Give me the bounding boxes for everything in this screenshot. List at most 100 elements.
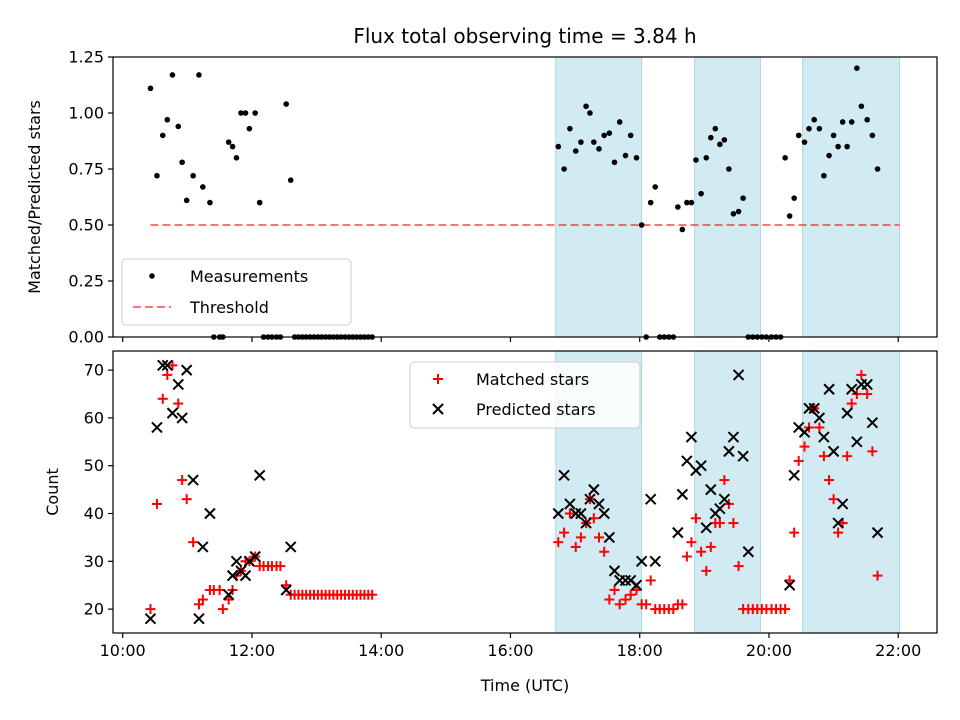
matched-star-point: [641, 599, 652, 610]
measurement-point: [821, 172, 827, 179]
top-legend: Measurements Threshold: [121, 258, 352, 326]
matched-star-point: [197, 594, 208, 605]
matched-star-point: [784, 575, 795, 586]
x-tick-label: 16:00: [487, 641, 533, 660]
measurement-point: [587, 110, 593, 116]
matched-star-point: [681, 551, 692, 562]
matched-star-point: [564, 508, 575, 519]
measurement-point: [830, 132, 837, 139]
matched-star-point: [553, 537, 564, 548]
legend-measurements-label: Measurements: [190, 267, 308, 286]
legend-matched-marker: [433, 374, 443, 384]
predicted-star-point: [558, 469, 570, 481]
matched-star-point: [570, 541, 581, 552]
measurement-point: [169, 72, 176, 78]
predicted-star-point: [737, 450, 749, 462]
measurement-point: [721, 137, 728, 143]
y-tick-label: 0.00: [68, 328, 104, 347]
measurement-point: [616, 119, 623, 125]
measurement-point: [572, 148, 579, 154]
measurement-point: [791, 195, 797, 201]
measurement-point: [864, 116, 871, 123]
matched-star-point: [575, 532, 586, 543]
matched-star-point: [162, 369, 173, 380]
predicted-star-point: [253, 469, 266, 481]
predicted-star-point: [808, 402, 820, 415]
predicted-star-point: [161, 359, 173, 372]
top-y-ticks: 0.00 0.25 0.50 0.75 1.00 1.25: [68, 48, 113, 347]
predicted-star-point: [836, 498, 849, 510]
predicted-star-point: [239, 569, 252, 582]
measurement-point: [238, 110, 244, 116]
matched-star-point: [620, 594, 631, 605]
predicted-star-point: [803, 402, 815, 415]
y-tick-label: 70: [84, 361, 104, 380]
matched-star-point: [856, 369, 867, 380]
predicted-star-point: [649, 555, 661, 568]
matched-star-point: [690, 513, 701, 524]
measurement-point: [159, 132, 166, 139]
y-tick-label: 0.25: [68, 272, 104, 291]
predicted-star-point: [630, 579, 643, 591]
matched-star-point: [223, 594, 234, 605]
x-axis-label: Time (UTC): [480, 676, 569, 695]
predicted-star-point: [845, 383, 858, 395]
measurement-point: [703, 155, 710, 161]
predicted-star-point: [580, 517, 592, 529]
matched-star-point: [625, 589, 636, 600]
predicted-star-point: [157, 359, 169, 372]
measurement-point: [196, 72, 202, 78]
shaded-interval-1: [555, 56, 643, 338]
y-tick-label: 0.75: [68, 160, 104, 179]
measurement-point: [627, 132, 634, 139]
predicted-star-point: [813, 412, 826, 424]
matched-star-point: [733, 561, 744, 572]
measurement-point: [806, 125, 812, 132]
matched-star-point: [867, 446, 878, 457]
predicted-star-point: [608, 565, 621, 577]
matched-star-point: [846, 398, 857, 409]
measurement-point: [638, 222, 645, 228]
matched-star-point: [842, 451, 853, 462]
measurement-point: [190, 172, 196, 179]
predicted-star-point: [705, 483, 717, 496]
matched-star-point: [609, 584, 620, 595]
top-panel: 0.00 0.25 0.50 0.75 1.00 1.25 Matched/Predict…: [25, 48, 938, 347]
matched-star-point: [696, 546, 707, 557]
measurement-point: [583, 103, 589, 110]
measurement-point: [844, 143, 850, 150]
predicted-star-point: [841, 407, 853, 419]
measurement-point: [869, 132, 876, 139]
matched-star-point: [214, 584, 225, 595]
predicted-star-point: [180, 364, 193, 376]
measurement-point: [811, 116, 818, 123]
measurement-point: [693, 157, 699, 163]
predicted-star-point: [823, 383, 835, 395]
predicted-star-point: [866, 416, 879, 429]
measurement-point: [147, 85, 154, 92]
y-tick-label: 1.25: [68, 48, 104, 67]
measurement-point: [287, 177, 294, 183]
measurement-point: [839, 119, 846, 125]
measurement-point: [233, 155, 240, 161]
matched-star-point: [818, 451, 829, 462]
bottom-y-ticks: 20 30 40 50 60 70: [84, 361, 113, 619]
matched-star-point: [604, 594, 615, 605]
x-tick-label: 10:00: [100, 641, 146, 660]
predicted-star-point: [197, 541, 209, 553]
matched-star-point: [559, 527, 570, 538]
x-tick-label: 18:00: [617, 641, 663, 660]
predicted-star-point: [172, 378, 184, 391]
measurement-point: [684, 199, 690, 206]
measurement-point: [179, 159, 185, 166]
bottom-legend-box: [409, 361, 641, 429]
matched-star-point: [686, 537, 697, 548]
predicted-star-point: [732, 369, 745, 381]
matched-star-point: [862, 389, 873, 400]
shaded-interval-3: [802, 350, 901, 634]
predicted-star-point: [635, 555, 648, 568]
shaded-interval-2: [694, 56, 762, 338]
measurement-point: [242, 110, 249, 116]
measurement-point: [200, 184, 206, 190]
